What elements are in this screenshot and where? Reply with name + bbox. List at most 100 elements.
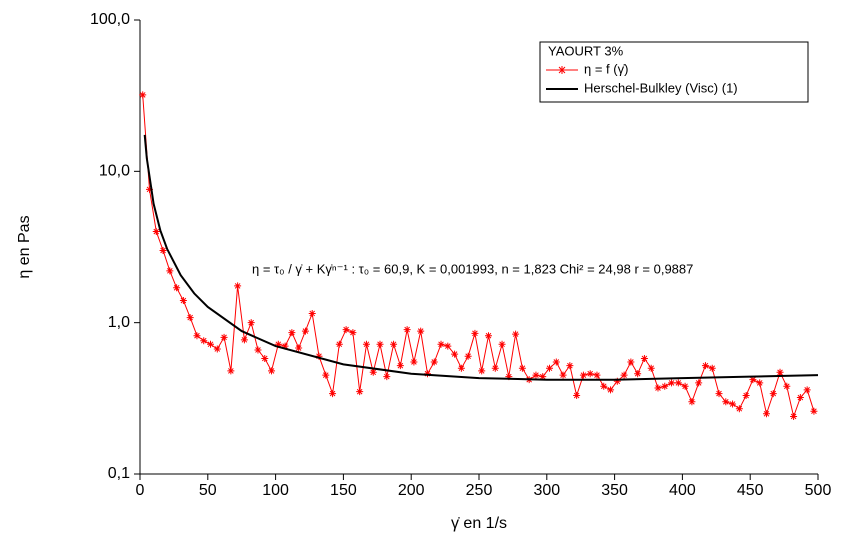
point-marker [647, 364, 655, 372]
point-marker [668, 379, 676, 387]
point-marker [342, 326, 350, 334]
point-marker [742, 392, 750, 400]
point-marker [362, 340, 370, 348]
point-marker [688, 398, 696, 406]
point-marker [207, 340, 215, 348]
point-marker [193, 332, 201, 340]
point-marker [674, 379, 682, 387]
point-marker [627, 358, 635, 366]
point-marker [559, 371, 567, 379]
point-marker [376, 340, 384, 348]
x-tick-label: 150 [330, 482, 357, 499]
x-tick-label: 450 [737, 482, 764, 499]
point-marker [295, 344, 303, 352]
point-marker [654, 384, 662, 392]
point-marker [695, 379, 703, 387]
point-marker [735, 405, 743, 413]
point-marker [810, 407, 818, 415]
point-marker [410, 358, 418, 366]
y-tick-label: 10,0 [99, 163, 130, 180]
legend-label: Herschel-Bulkley (Visc) (1) [584, 80, 738, 95]
point-marker [430, 358, 438, 366]
point-marker [681, 382, 689, 390]
fit-annotation: η = τ₀ / γ̇ + Kγ̇ⁿ⁻¹ : τ₀ = 60,9, K = 0,… [252, 261, 693, 276]
point-marker [268, 367, 276, 375]
point-marker [247, 319, 255, 327]
x-tick-label: 0 [136, 482, 145, 499]
point-marker [505, 373, 513, 381]
legend-marker [558, 66, 566, 74]
point-marker [220, 333, 228, 341]
point-marker [464, 352, 472, 360]
point-marker [444, 342, 452, 350]
point-marker [762, 410, 770, 418]
series-line [143, 134, 819, 381]
point-marker [661, 382, 669, 390]
point-marker [532, 371, 540, 379]
point-marker [301, 327, 309, 335]
point-marker [329, 390, 337, 398]
point-marker [308, 309, 316, 317]
point-marker [356, 388, 364, 396]
point-marker [396, 362, 404, 370]
point-marker [139, 91, 147, 99]
point-marker [234, 282, 242, 290]
y-axis-label: η en Pas [16, 215, 33, 278]
y-tick-label: 0,1 [108, 465, 130, 482]
point-marker [261, 354, 269, 362]
point-marker [281, 342, 289, 350]
point-marker [451, 350, 459, 358]
point-marker [213, 345, 221, 353]
point-marker [491, 364, 499, 372]
point-marker [179, 297, 187, 305]
point-marker [159, 246, 167, 254]
point-marker [369, 368, 377, 376]
point-marker [335, 340, 343, 348]
point-marker [518, 364, 526, 372]
point-marker [708, 364, 716, 372]
legend-label: η = f (γ̇) [584, 61, 628, 76]
point-marker [539, 373, 547, 381]
point-marker [776, 368, 784, 376]
point-marker [729, 400, 737, 408]
point-marker [383, 373, 391, 381]
point-marker [349, 329, 357, 337]
x-axis-label: γ̇ en 1/s [451, 515, 507, 532]
x-tick-label: 400 [669, 482, 696, 499]
point-marker [145, 185, 153, 193]
point-marker [173, 284, 181, 292]
point-marker [423, 370, 431, 378]
point-marker [437, 340, 445, 348]
point-marker [240, 336, 248, 344]
point-marker [498, 340, 506, 348]
x-tick-label: 50 [199, 482, 217, 499]
point-marker [274, 340, 282, 348]
point-marker [166, 267, 174, 275]
point-marker [620, 371, 628, 379]
point-marker [403, 326, 411, 334]
x-tick-label: 250 [466, 482, 493, 499]
point-marker [640, 354, 648, 362]
point-marker [227, 367, 235, 375]
point-marker [803, 386, 811, 394]
legend-box [539, 41, 809, 103]
y-tick-label: 100,0 [90, 11, 130, 28]
point-marker [200, 337, 208, 345]
x-tick-label: 350 [601, 482, 628, 499]
point-marker [546, 364, 554, 372]
point-marker [579, 371, 587, 379]
x-tick-label: 100 [262, 482, 289, 499]
point-marker [478, 367, 486, 375]
point-marker [390, 340, 398, 348]
point-marker [593, 371, 601, 379]
point-marker [749, 376, 757, 384]
point-marker [722, 398, 730, 406]
y-tick-label: 1,0 [108, 314, 130, 331]
point-marker [484, 332, 492, 340]
point-marker [512, 330, 520, 338]
point-marker [783, 382, 791, 390]
point-marker [600, 382, 608, 390]
point-marker [288, 329, 296, 337]
point-marker [254, 346, 262, 354]
